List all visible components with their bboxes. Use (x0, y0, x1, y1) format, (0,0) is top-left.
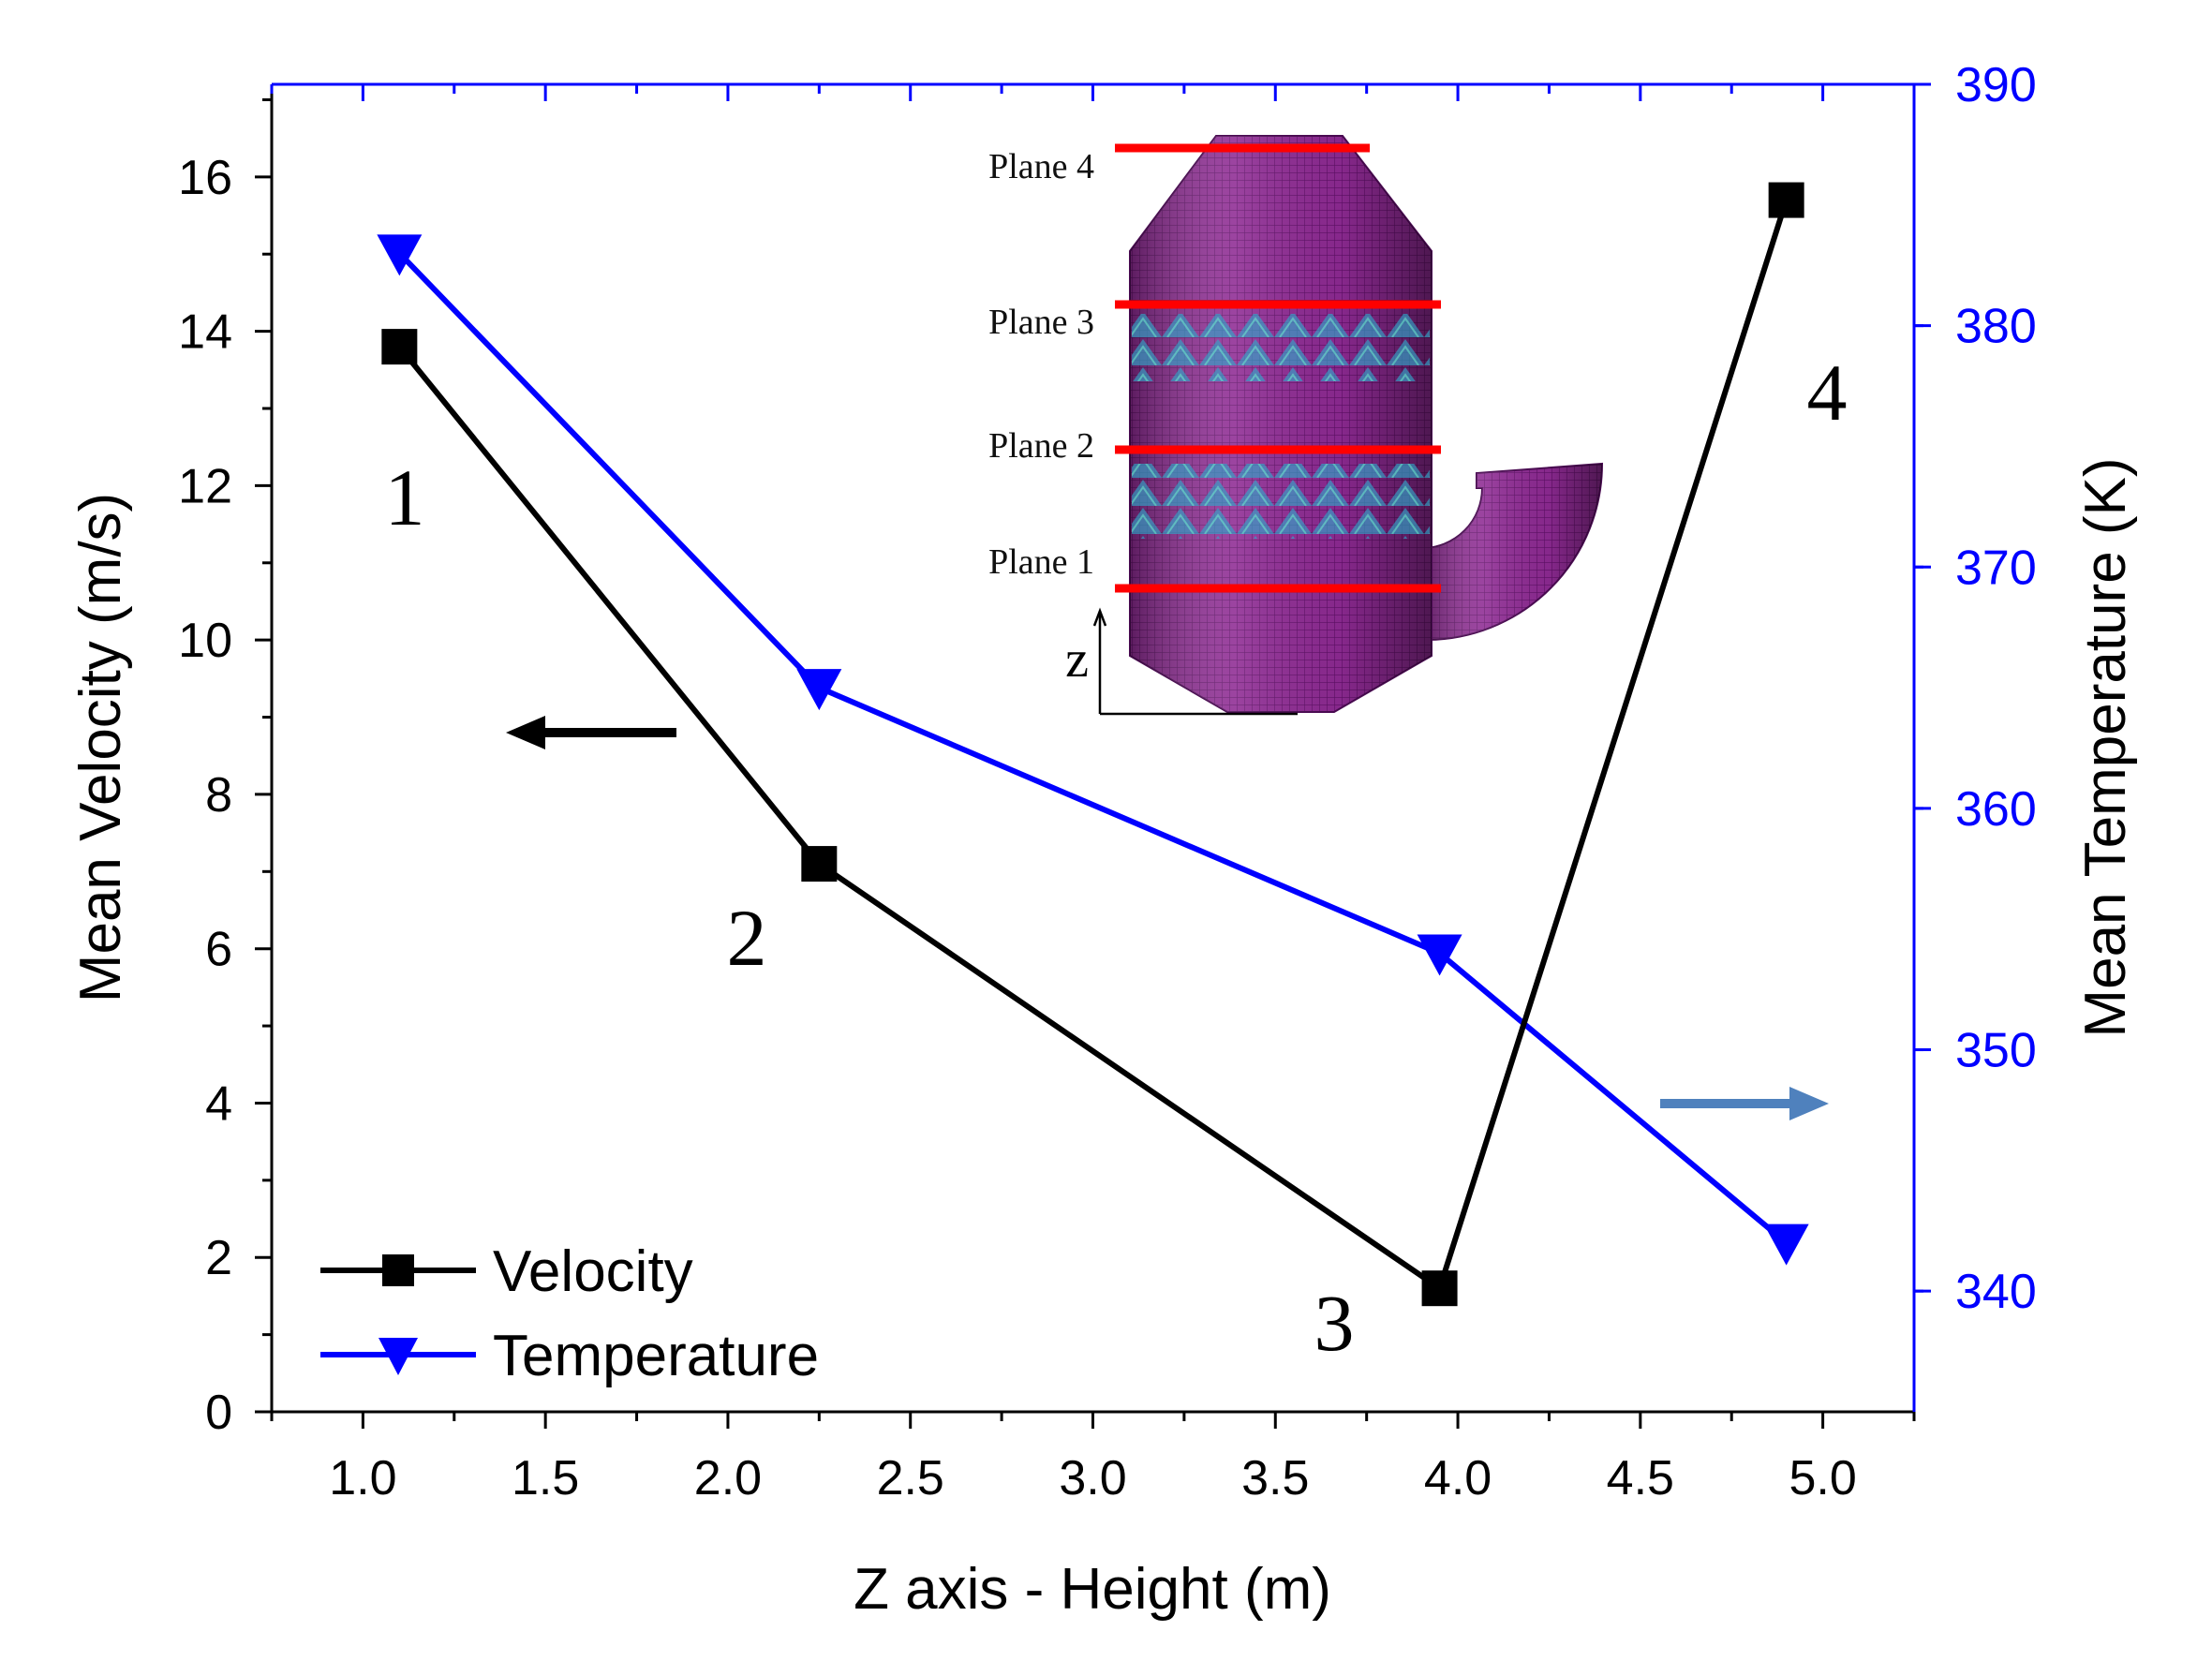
point-velocity-2 (801, 846, 838, 882)
x-tick-label: 3.0 (1059, 1451, 1126, 1505)
legend-entry-velocity: Velocity (320, 1239, 693, 1304)
spray-band-lower (1132, 464, 1430, 539)
y-right-tick-label: 340 (1955, 1265, 2037, 1319)
x-tick-label: 1.0 (329, 1451, 396, 1505)
y-left-tick-label: 14 (178, 305, 232, 360)
inset-z-axis: z (1065, 607, 1298, 716)
series-temperature (377, 234, 1809, 1266)
inset-vessel-schematic: Plane 4 Plane 3 Plane 2 Plane 1 z (988, 135, 1604, 716)
legend-label-temperature: Temperature (493, 1324, 819, 1388)
arrow-temperature-right (1660, 1087, 1829, 1120)
legend: Velocity Temperature (320, 1239, 819, 1388)
y-left-axis-title: Mean Velocity (m/s) (68, 493, 133, 1002)
x-axis-ticks: 1.0 1.5 2.0 2.5 3.0 3.5 4.0 4.5 5.0 (270, 84, 1916, 1505)
series-line-temperature (397, 251, 1789, 1245)
y-left-tick-label: 6 (205, 923, 232, 977)
x-tick-label: 4.5 (1607, 1451, 1674, 1505)
point-label-4: 4 (1807, 348, 1848, 437)
x-axis-title: Z axis - Height (m) (854, 1557, 1331, 1622)
x-tick-label: 2.0 (694, 1451, 762, 1505)
series-velocity (381, 182, 1804, 1307)
y-right-tick-label: 370 (1955, 541, 2037, 595)
arrow-velocity-left (506, 716, 676, 749)
point-temperature-3 (1417, 934, 1462, 976)
plane-1-label: Plane 1 (988, 542, 1094, 582)
y-left-tick-label: 0 (205, 1386, 232, 1440)
y-right-axis-ticks: 340 350 360 370 380 390 (1914, 58, 2037, 1319)
point-label-3: 3 (1314, 1278, 1355, 1368)
point-label-1: 1 (385, 452, 425, 542)
inset-z-label: z (1065, 630, 1089, 689)
y-left-tick-label: 12 (178, 459, 232, 513)
plane-3-label: Plane 3 (988, 303, 1094, 342)
point-velocity-4 (1768, 182, 1804, 218)
plane-2-label: Plane 2 (988, 426, 1094, 466)
y-left-axis-ticks: 0 2 4 6 8 10 12 14 16 (178, 97, 272, 1440)
x-tick-label: 2.5 (877, 1451, 944, 1505)
y-left-tick-label: 16 (178, 151, 232, 205)
legend-label-velocity: Velocity (493, 1239, 693, 1304)
point-label-2: 2 (727, 893, 767, 983)
point-temperature-4 (1763, 1224, 1809, 1266)
x-tick-label: 3.5 (1241, 1451, 1309, 1505)
x-tick-label: 4.0 (1424, 1451, 1492, 1505)
spray-band-upper (1132, 314, 1430, 381)
vessel-body (1129, 135, 1604, 713)
y-left-tick-label: 4 (205, 1076, 232, 1131)
x-tick-label: 5.0 (1789, 1451, 1856, 1505)
y-right-tick-label: 390 (1955, 58, 2037, 112)
series-line-velocity (397, 199, 1789, 1292)
y-right-tick-label: 350 (1955, 1024, 2037, 1078)
y-right-axis-title: Mean Temperature (K) (2073, 457, 2138, 1037)
point-velocity-3 (1421, 1270, 1458, 1307)
y-right-tick-label: 360 (1955, 782, 2037, 837)
legend-marker-velocity (382, 1254, 414, 1286)
x-tick-label: 1.5 (512, 1451, 579, 1505)
legend-marker-temperature (379, 1338, 418, 1375)
point-temperature-1 (377, 234, 423, 276)
y-right-tick-label: 380 (1955, 300, 2037, 354)
y-left-tick-label: 10 (178, 614, 232, 668)
y-left-tick-label: 8 (205, 768, 232, 823)
point-temperature-2 (796, 669, 842, 711)
y-left-tick-label: 2 (205, 1231, 232, 1285)
plot-frame (270, 82, 1916, 1414)
legend-entry-temperature: Temperature (320, 1324, 819, 1388)
point-velocity-1 (381, 329, 418, 365)
plane-4-label: Plane 4 (988, 147, 1094, 186)
